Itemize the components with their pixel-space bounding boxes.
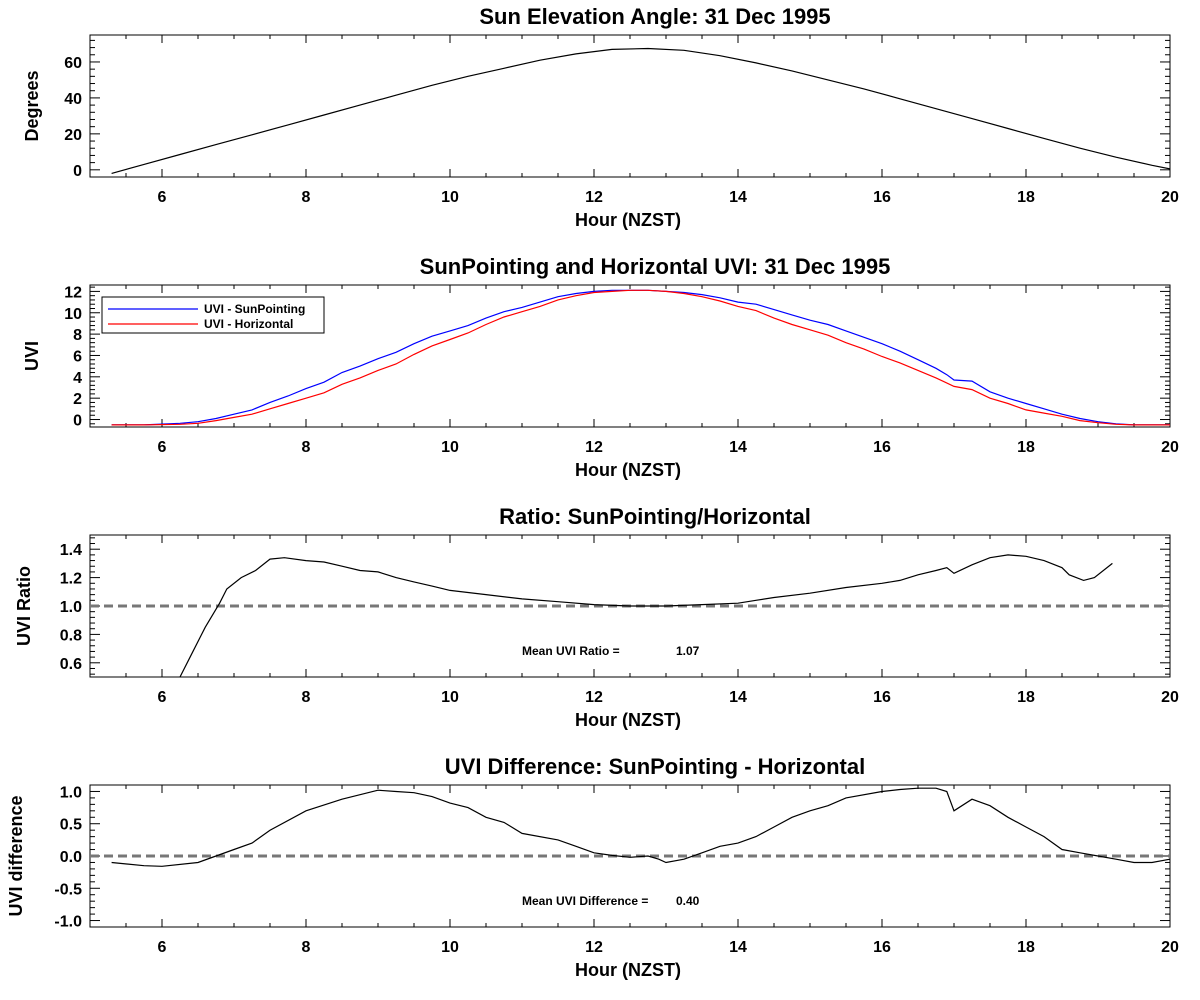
x-tick-label: 14 — [729, 939, 747, 956]
y-axis-label: UVI difference — [6, 795, 26, 916]
x-axis-label: Hour (NZST) — [575, 460, 681, 480]
chart-panel-3: Ratio: SunPointing/Horizontal 6 8 10 12 14 16 1… — [14, 504, 1179, 730]
x-tick-label: 18 — [1017, 189, 1035, 206]
y-tick-label: 1.2 — [60, 571, 82, 588]
x-tick-label: 6 — [158, 689, 167, 706]
chart-title: UVI Difference: SunPointing - Horizontal — [445, 754, 865, 779]
x-tick-label: 12 — [585, 439, 603, 456]
x-tick-label: 16 — [873, 189, 891, 206]
x-tick-label: 20 — [1161, 939, 1179, 956]
x-tick-label: 14 — [729, 689, 747, 706]
y-tick-label: 0 — [73, 413, 82, 430]
series-line-1 — [111, 787, 1170, 867]
x-tick-label: 6 — [158, 939, 167, 956]
annotation-label: Mean UVI Ratio = — [522, 644, 620, 658]
legend-box — [101, 296, 325, 334]
y-tick-label: -0.5 — [54, 881, 82, 898]
chart-panel-1: Sun Elevation Angle: 31 Dec 1995 6 8 10 12 14… — [22, 4, 1179, 230]
series-line-1 — [111, 47, 1170, 174]
x-axis-label: Hour (NZST) — [575, 960, 681, 980]
y-tick-label: 20 — [64, 127, 82, 144]
x-tick-label: 12 — [585, 939, 603, 956]
y-tick-label: 0.8 — [60, 627, 82, 644]
x-tick-label: 6 — [158, 189, 167, 206]
y-tick-label: 0.0 — [60, 849, 82, 866]
x-tick-label: 10 — [441, 689, 459, 706]
annotation-value: 1.07 — [676, 644, 700, 658]
y-axis-label: UVI Ratio — [14, 566, 34, 646]
series-line-2 — [111, 289, 1170, 426]
chart-title: Ratio: SunPointing/Horizontal — [499, 504, 811, 529]
series-line-1 — [179, 554, 1113, 677]
y-tick-label: 1.4 — [60, 542, 82, 559]
x-tick-label: 8 — [302, 189, 311, 206]
y-axis-label: Degrees — [22, 70, 42, 141]
y-tick-label: 0 — [73, 163, 82, 180]
x-tick-label: 10 — [441, 189, 459, 206]
y-tick-label: 40 — [64, 91, 82, 108]
x-axis-label: Hour (NZST) — [575, 210, 681, 230]
y-tick-label: 60 — [64, 55, 82, 72]
chart-panel-4: UVI Difference: SunPointing - Horizontal… — [6, 754, 1179, 980]
y-tick-label: 6 — [73, 348, 82, 365]
y-tick-label: -1.0 — [54, 914, 82, 931]
x-tick-label: 16 — [873, 439, 891, 456]
x-tick-label: 12 — [585, 689, 603, 706]
chart-title: Sun Elevation Angle: 31 Dec 1995 — [479, 4, 830, 29]
x-tick-label: 10 — [441, 439, 459, 456]
y-axis-label: UVI — [22, 341, 42, 371]
chart-title: SunPointing and Horizontal UVI: 31 Dec 1… — [420, 254, 891, 279]
x-axis-label: Hour (NZST) — [575, 710, 681, 730]
x-tick-label: 8 — [302, 689, 311, 706]
annotation-value: 0.40 — [676, 894, 700, 908]
legend-entry: UVI - Horizontal — [204, 317, 293, 331]
chart-panel-2: SunPointing and Horizontal UVI: 31 Dec 1… — [22, 254, 1179, 480]
y-tick-label: 10 — [64, 306, 82, 323]
y-tick-label: 8 — [73, 327, 82, 344]
x-tick-label: 14 — [729, 189, 747, 206]
plot-frame — [89, 34, 1171, 178]
y-tick-label: 1.0 — [60, 784, 82, 801]
x-tick-label: 18 — [1017, 439, 1035, 456]
y-tick-label: 0.6 — [60, 656, 82, 673]
x-tick-label: 18 — [1017, 689, 1035, 706]
annotation-label: Mean UVI Difference = — [522, 894, 648, 908]
y-tick-label: 12 — [64, 284, 82, 301]
x-tick-label: 12 — [585, 189, 603, 206]
x-tick-label: 18 — [1017, 939, 1035, 956]
x-tick-label: 6 — [158, 439, 167, 456]
y-tick-label: 2 — [73, 391, 82, 408]
x-tick-label: 20 — [1161, 439, 1179, 456]
x-tick-label: 10 — [441, 939, 459, 956]
y-tick-label: 4 — [73, 370, 82, 387]
y-tick-label: 0.5 — [60, 817, 82, 834]
y-tick-label: 1.0 — [60, 599, 82, 616]
x-tick-label: 20 — [1161, 189, 1179, 206]
x-tick-label: 16 — [873, 689, 891, 706]
x-tick-label: 14 — [729, 439, 747, 456]
x-tick-label: 16 — [873, 939, 891, 956]
x-tick-label: 8 — [302, 939, 311, 956]
legend-entry: UVI - SunPointing — [204, 302, 305, 316]
x-tick-label: 8 — [302, 439, 311, 456]
x-tick-label: 20 — [1161, 689, 1179, 706]
